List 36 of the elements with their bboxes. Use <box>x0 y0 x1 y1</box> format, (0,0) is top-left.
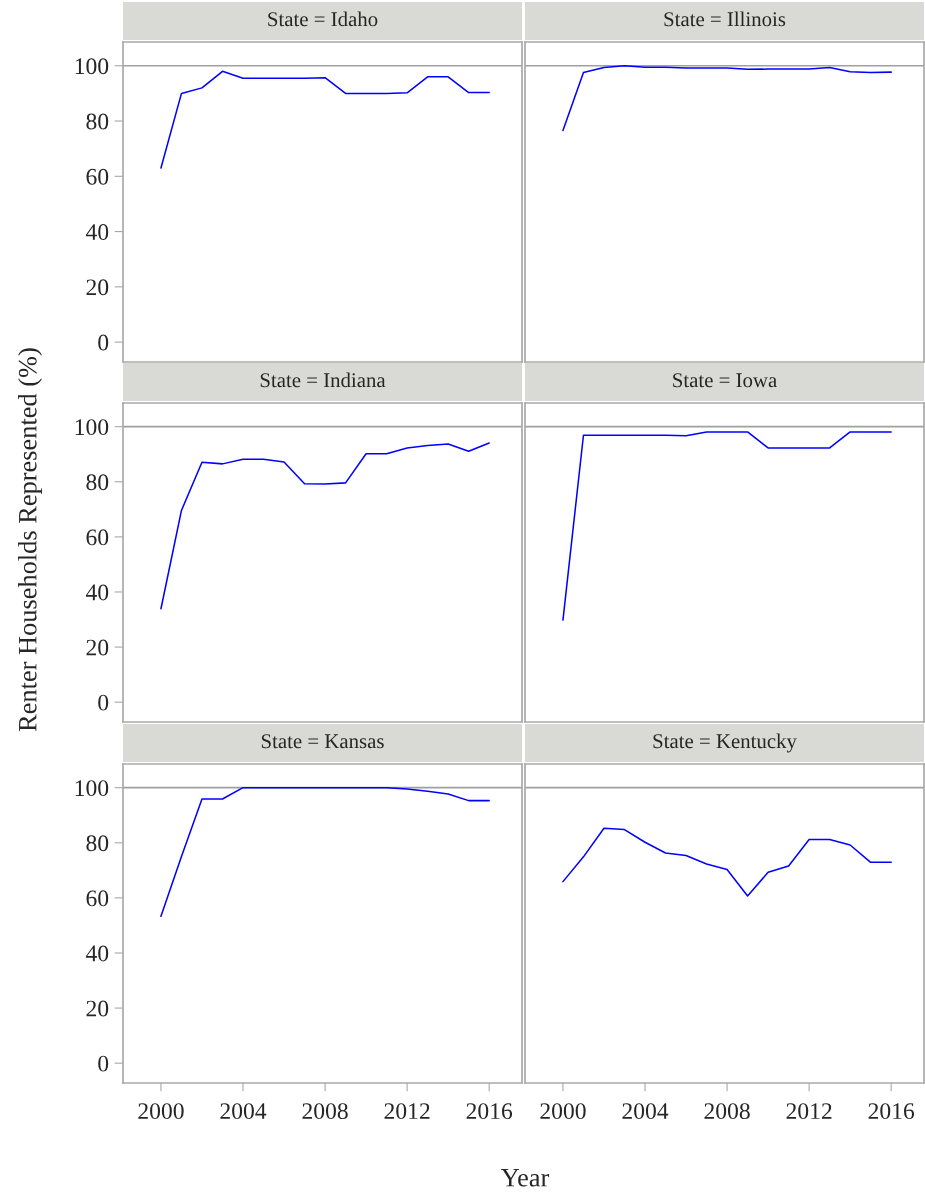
chart-title: State = Illinois <box>664 11 786 27</box>
x-tick-label: 2008 <box>704 1103 750 1120</box>
x-tick-label: 2016 <box>868 1103 915 1120</box>
chart-title: State = Idaho <box>268 11 378 27</box>
y-tick-label: 100 <box>75 419 109 436</box>
x-tick-label: 2012 <box>786 1103 832 1120</box>
chart-title: State = Kentucky <box>653 733 797 753</box>
y-tick-label: 40 <box>85 945 109 962</box>
x-tick-label: 2008 <box>302 1103 348 1120</box>
y-tick-label: 100 <box>75 780 109 797</box>
y-tick-label: 0 <box>98 1055 109 1072</box>
y-tick-label: 20 <box>86 639 109 656</box>
x-tick-label: 2016 <box>466 1103 513 1120</box>
y-tick-label: 80 <box>86 474 109 491</box>
y-tick-label: 80 <box>86 113 109 130</box>
x-axis-title: Year <box>500 1169 550 1187</box>
chart-title: State = Indiana <box>260 372 386 388</box>
y-tick-label: 100 <box>75 58 109 75</box>
y-tick-label: 0 <box>98 334 109 351</box>
y-tick-label: 40 <box>85 584 109 601</box>
x-tick-label: 2000 <box>138 1103 184 1120</box>
chart-title: State = Iowa <box>673 373 777 388</box>
chart-title: State = Kansas <box>261 734 384 749</box>
x-tick-label: 2004 <box>622 1103 669 1120</box>
y-tick-label: 60 <box>86 890 109 907</box>
y-tick-label: 20 <box>86 279 109 296</box>
x-tick-label: 2000 <box>540 1103 586 1120</box>
y-tick-label: 40 <box>85 224 109 240</box>
y-axis-title: Renter Households Represented (%) <box>18 348 42 732</box>
y-tick-label: 60 <box>86 168 109 185</box>
y-tick-label: 0 <box>98 694 109 711</box>
y-tick-label: 60 <box>86 529 109 546</box>
x-tick-label: 2004 <box>220 1103 267 1120</box>
y-tick-label: 20 <box>86 1000 109 1017</box>
x-tick-label: 2012 <box>384 1103 430 1120</box>
y-tick-label: 80 <box>86 835 109 852</box>
